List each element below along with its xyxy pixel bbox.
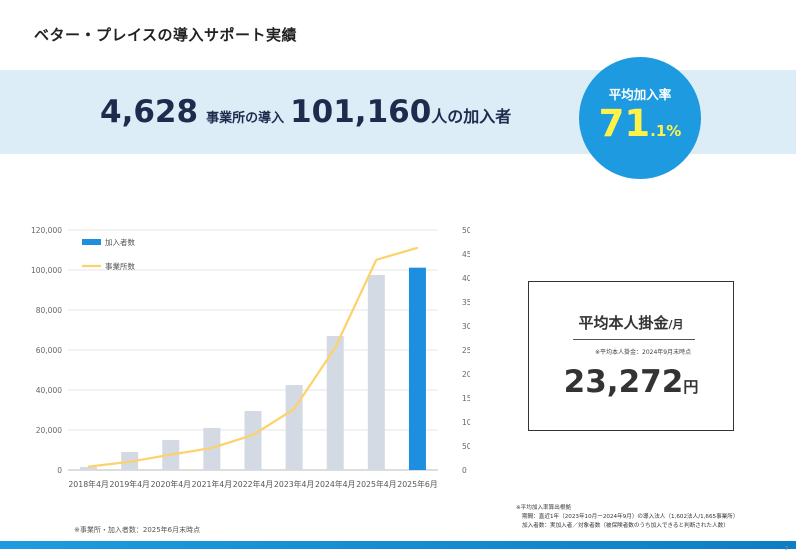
x-axis-label: 2018年4月 (68, 479, 108, 489)
average-contribution-note: ※平均本人掛金：2024年9月末時点 (595, 349, 692, 356)
right-axis-tick: 2500 (462, 346, 470, 355)
offices-point-1 (87, 465, 90, 468)
bar-9 (408, 267, 426, 470)
x-axis-label: 2022年4月 (233, 479, 273, 489)
bar-6 (285, 385, 303, 470)
average-contribution-value: 23,272円 (529, 364, 733, 400)
page-number: 2 (784, 546, 788, 552)
x-axis-label: 2025年4月 (356, 479, 396, 489)
average-rate-label: 平均加入率 (608, 87, 672, 102)
right-axis-tick: 4000 (462, 274, 470, 283)
offices-point-8 (375, 258, 378, 261)
rate-basis-period: 期間：直近1年（2023年10月ー2024年9月）の導入法人（1,602法人/1… (522, 514, 739, 520)
right-axis-tick: 0 (462, 466, 467, 475)
x-axis-label: 2024年4月 (315, 479, 355, 489)
x-axis-label: 2023年4月 (274, 479, 314, 489)
average-contribution-unit: /月 (668, 318, 684, 331)
average-rate-badge: 平均加入率 71 .1% (579, 57, 701, 179)
right-axis-tick: 5000 (462, 226, 470, 235)
left-axis-tick: 100,000 (31, 266, 62, 275)
left-axis-tick: 120,000 (31, 226, 62, 235)
right-axis-tick: 1500 (462, 394, 470, 403)
left-axis-tick: 60,000 (36, 346, 62, 355)
offices-point-9 (416, 247, 419, 249)
bar-5 (244, 411, 262, 470)
x-axis-label: 2020年4月 (151, 479, 191, 489)
left-axis-tick: 20,000 (36, 426, 62, 435)
members-count: 101,160 (290, 94, 432, 130)
legend-bar-swatch (82, 239, 101, 245)
left-axis-tick: 0 (57, 466, 62, 475)
offices-point-2 (128, 461, 131, 463)
currency-label: 円 (683, 378, 699, 396)
footer-bar (0, 541, 796, 549)
right-axis-tick: 3500 (462, 298, 470, 307)
summary-line: 4,628 事業所の導入 101,160 人の加入者 (100, 94, 519, 130)
average-contribution-title-text: 平均本人掛金 (578, 314, 669, 332)
left-axis-tick: 40,000 (36, 386, 62, 395)
right-axis-tick: 2000 (462, 370, 470, 379)
offices-point-5 (252, 434, 254, 436)
members-label: 人の加入者 (431, 107, 512, 126)
average-rate-decimal: .1% (650, 122, 682, 140)
bar-1 (80, 467, 98, 470)
x-axis-label: 2021年4月 (192, 479, 232, 489)
left-axis-tick: 80,000 (36, 306, 62, 315)
right-axis-tick: 500 (462, 442, 470, 451)
divider (573, 339, 695, 340)
right-axis-tick: 4500 (462, 250, 470, 259)
average-rate-integer: 71 (598, 102, 651, 145)
companies-label: 事業所の導入 (206, 111, 285, 126)
page-title: ベター・プレイスの導入サポート実績 (34, 26, 298, 44)
x-axis-label: 2019年4月 (109, 479, 149, 489)
legend-bar-label: 加入者数 (105, 237, 135, 247)
companies-count: 4,628 (100, 94, 199, 130)
rate-basis-definition: 加入者数：実加入者／対象者数（被保険者数のうち加入できると判断された人数） (522, 523, 729, 529)
average-rate-value: 71 .1% (579, 102, 701, 145)
offices-point-3 (169, 453, 172, 456)
bar-7 (326, 336, 344, 470)
growth-chart: 0 20,000 40,000 60,000 80,000 100,000 120,000 0… (31, 226, 470, 489)
rate-basis-notes: ※平均加入率算出根拠 期間：直近1年（2023年10月ー2024年9月）の導入法… (516, 504, 738, 531)
bar-8 (367, 275, 385, 470)
offices-point-7 (334, 346, 337, 349)
average-contribution-card: 平均本人掛金/月 ※平均本人掛金：2024年9月末時点 23,272円 (528, 281, 734, 431)
average-contribution-title: 平均本人掛金/月 (529, 312, 733, 333)
offices-point-6 (293, 408, 295, 410)
rate-basis-heading: ※平均加入率算出根拠 (516, 505, 572, 511)
legend-line-label: 事業所数 (105, 261, 135, 271)
average-contribution-amount: 23,272 (563, 364, 684, 400)
offices-point-4 (211, 447, 213, 449)
chart-footnote: ※事業所・加入者数：2025年6月末時点 (74, 526, 201, 534)
x-axis-label: 2025年6月 (397, 479, 437, 489)
right-axis-tick: 1000 (462, 418, 470, 427)
right-axis-tick: 3000 (462, 322, 470, 331)
